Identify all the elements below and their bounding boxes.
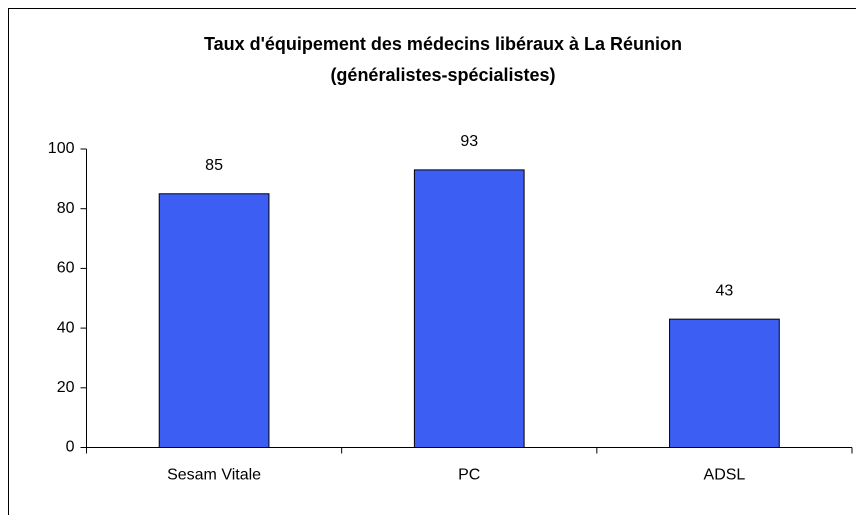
y-tick-label: 40 [57, 319, 75, 336]
chart-subtitle: (généralistes-spécialistes) [330, 65, 555, 85]
y-tick-label: 20 [57, 379, 75, 396]
chart-title: Taux d'équipement des médecins libéraux … [204, 34, 682, 54]
x-tick-label: PC [458, 467, 480, 484]
y-tick-label: 0 [66, 439, 75, 456]
y-tick-label: 80 [57, 200, 75, 217]
bar [669, 318, 780, 448]
x-tick-label: ADSL [704, 467, 746, 484]
bar [413, 169, 525, 449]
y-tick-label: 60 [57, 260, 75, 277]
x-tick-label: Sesam Vitale [167, 467, 261, 484]
data-label: 93 [460, 133, 478, 150]
data-label: 85 [205, 157, 223, 174]
bar [158, 193, 270, 448]
y-tick-label: 100 [48, 140, 75, 157]
data-label: 43 [716, 282, 734, 299]
